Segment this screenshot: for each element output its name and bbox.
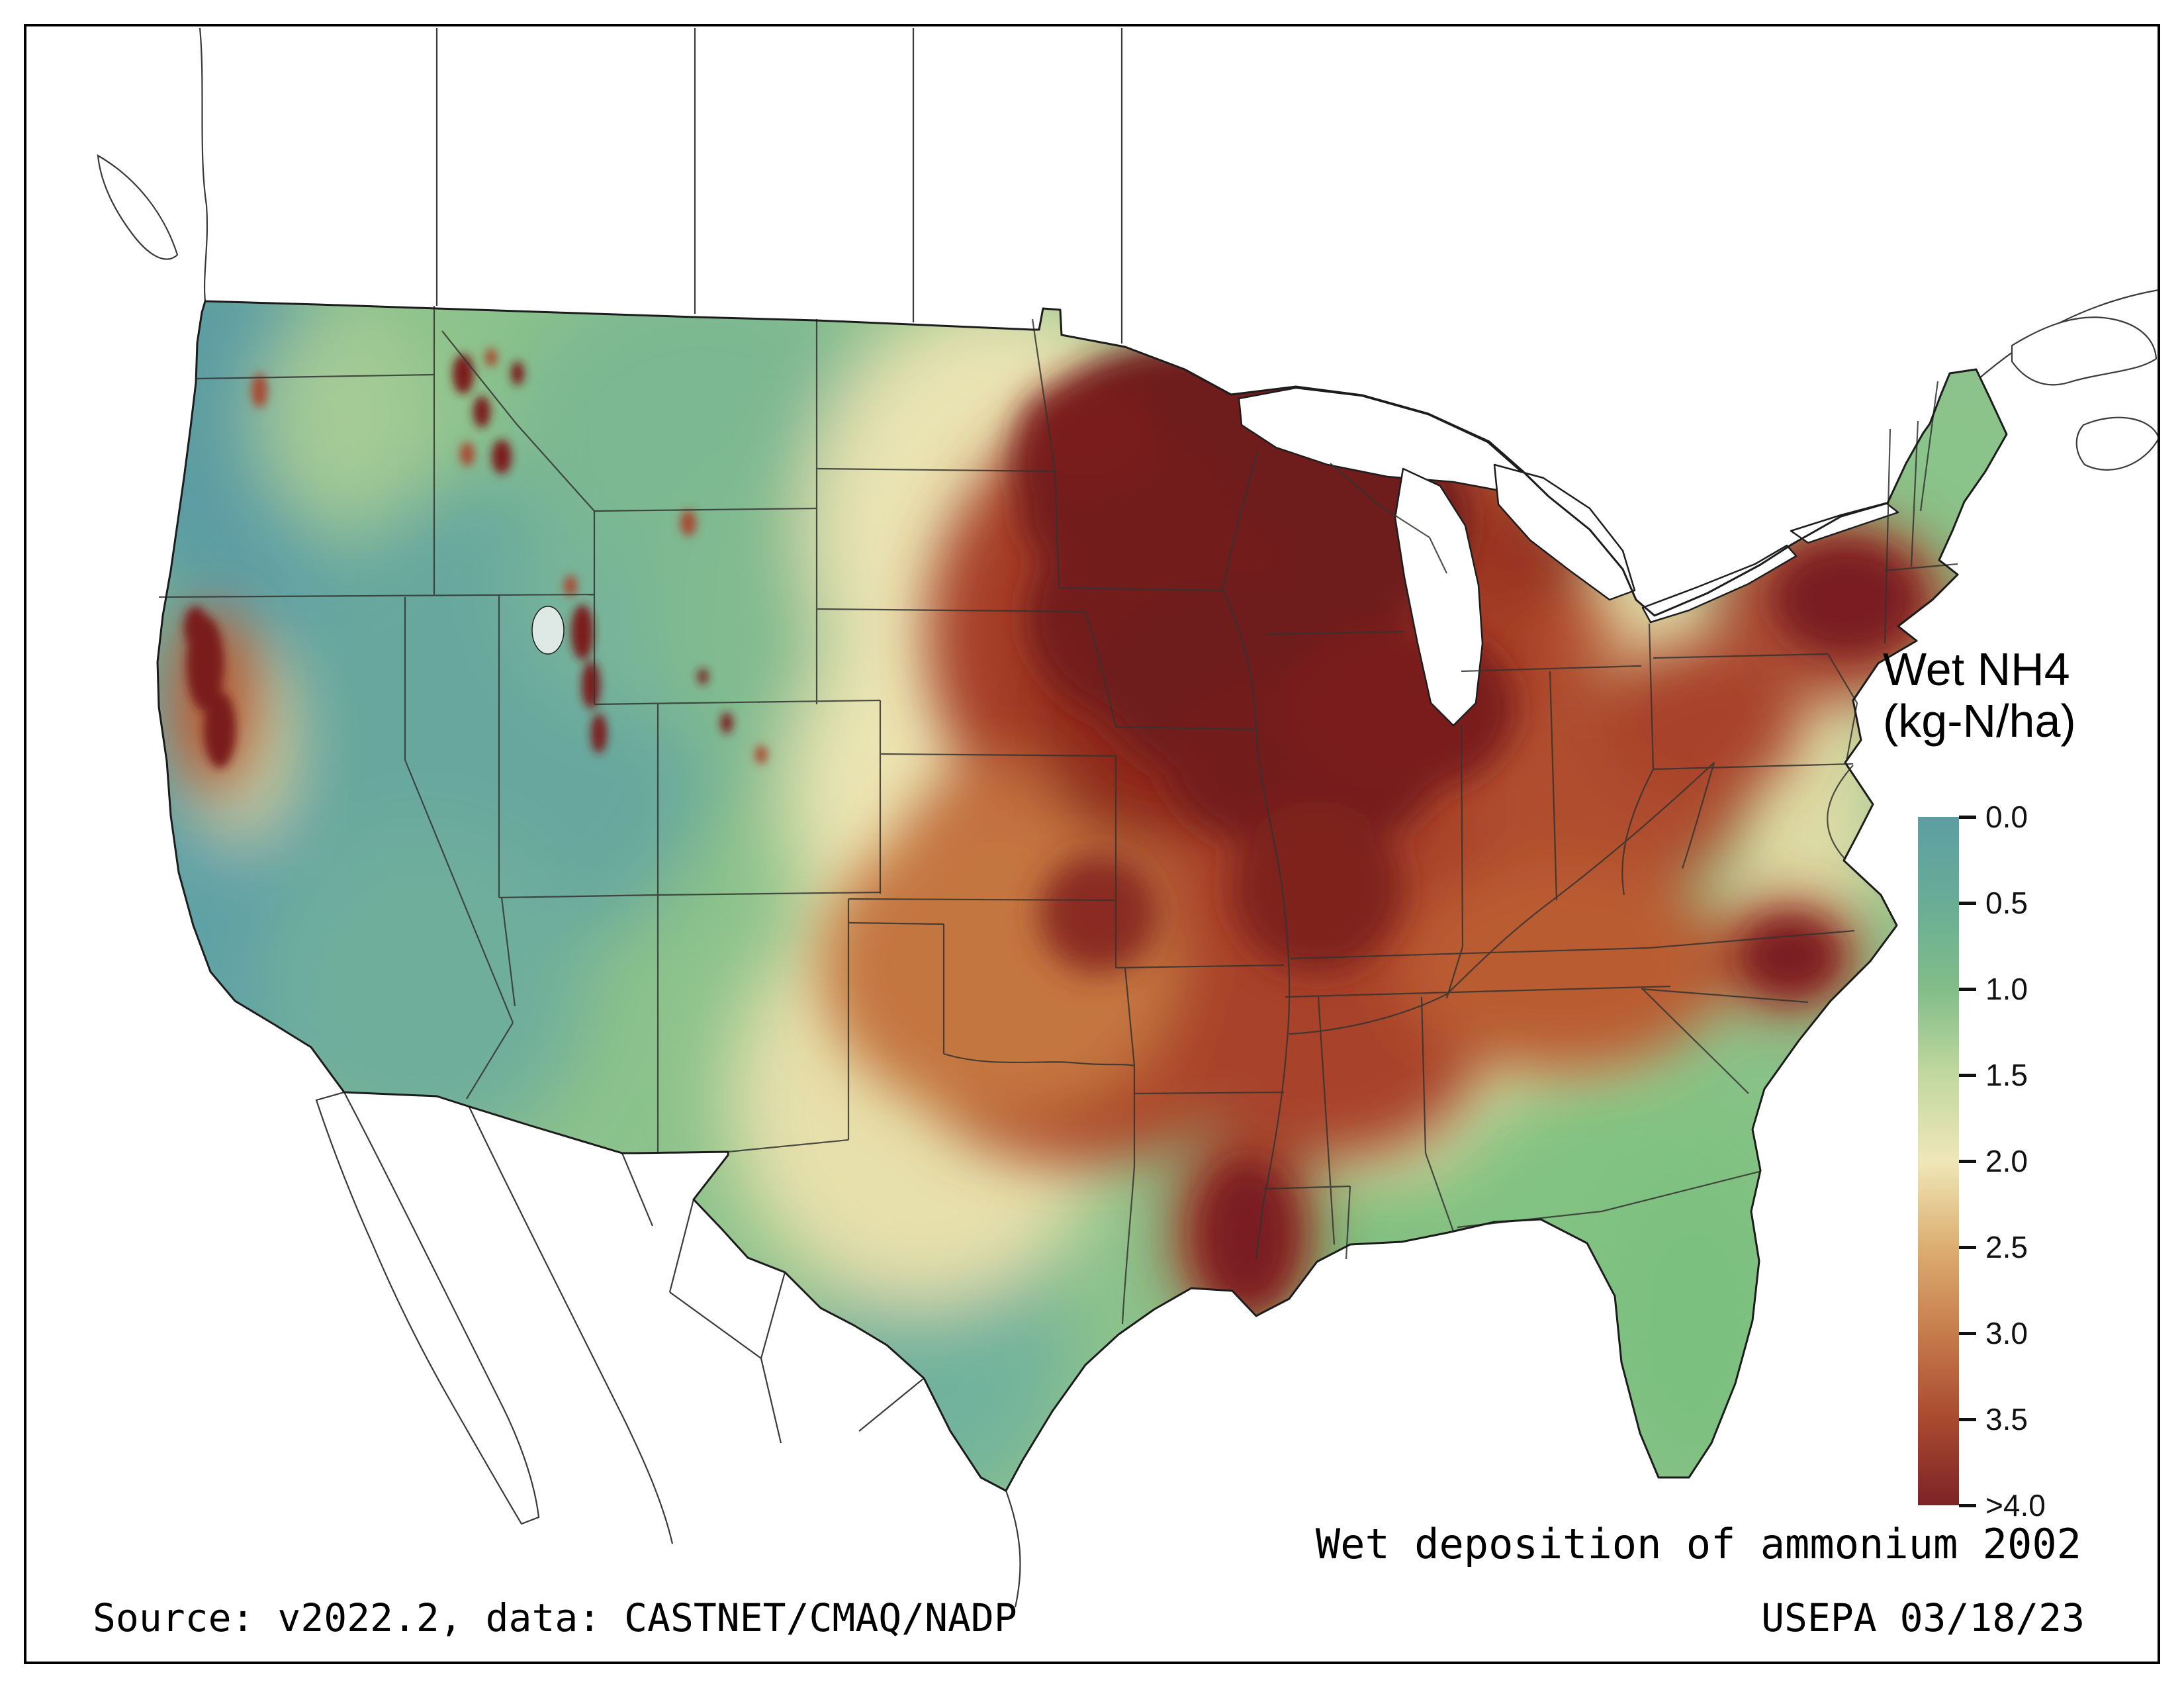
- legend-title-line1: Wet NH4: [1883, 643, 2070, 695]
- tick-mark: [1959, 1159, 1976, 1163]
- tick-label: >4.0: [1985, 1488, 2046, 1523]
- great-salt-lake: [531, 606, 565, 655]
- lake-erie: [1641, 544, 1797, 624]
- mexico-outline: [315, 1091, 1021, 1608]
- tick-label: 0.5: [1985, 886, 2028, 920]
- tick-mark: [1959, 1417, 1976, 1421]
- tick-mark: [1959, 1245, 1976, 1249]
- state-borders: [158, 306, 1958, 1325]
- legend-title-line2: (kg-N/ha): [1883, 695, 2076, 747]
- canada-outline: [97, 27, 2160, 471]
- tick-label: 2.0: [1985, 1144, 2028, 1178]
- colorbar-ticks: 0.0 0.5 1.0 1.5 2.0 2.5 3.0 3.5 >4.0: [1959, 800, 2046, 1523]
- tick-mark: [1959, 987, 1976, 991]
- lake-huron: [1493, 463, 1636, 601]
- tick-mark: [1959, 1073, 1976, 1077]
- legend-title: Wet NH4 (kg-N/ha): [1883, 643, 2076, 747]
- lake-ontario: [1790, 502, 1899, 544]
- tick-mark: [1959, 1331, 1976, 1335]
- tick-label: 3.0: [1985, 1316, 2028, 1350]
- deposition-field: [158, 301, 2007, 1491]
- lake-michigan: [1394, 467, 1484, 727]
- figure-title: Wet deposition of ammonium 2002: [1315, 1520, 2081, 1568]
- great-lakes: [531, 387, 1899, 727]
- tick-label: 2.5: [1985, 1230, 2028, 1264]
- tick-label: 1.5: [1985, 1058, 2028, 1092]
- tick-label: 1.0: [1985, 972, 2028, 1006]
- tick-label: 0.0: [1985, 800, 2028, 834]
- tick-label: 3.5: [1985, 1402, 2028, 1436]
- credit-note: USEPA 03/18/23: [1761, 1595, 2085, 1640]
- us-outline: [156, 300, 2008, 1492]
- tick-mark: [1959, 901, 1976, 905]
- source-note: Source: v2022.2, data: CASTNET/CMAQ/NADP: [93, 1595, 1017, 1640]
- tick-mark: [1959, 815, 1976, 819]
- colorbar: [1918, 817, 1959, 1505]
- tick-mark: [1959, 1503, 1976, 1507]
